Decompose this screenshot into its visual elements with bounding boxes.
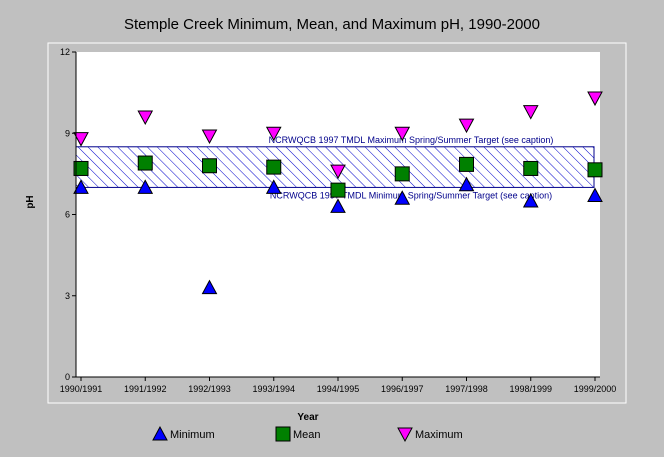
x-tick-label: 1994/1995 bbox=[317, 384, 360, 394]
chart-title: Stemple Creek Minimum, Mean, and Maximum… bbox=[124, 16, 540, 33]
minimum-point bbox=[522, 192, 539, 208]
maximum-legend-label: Maximum bbox=[415, 429, 463, 441]
marks-layer bbox=[73, 91, 603, 295]
maximum-point bbox=[587, 91, 603, 107]
legend: Minimum Mean Maximum bbox=[152, 425, 463, 443]
maximum-point bbox=[394, 126, 411, 142]
maximum-point bbox=[265, 126, 282, 142]
minimum-point bbox=[330, 198, 346, 213]
y-tick-label: 9 bbox=[65, 128, 70, 138]
mean-point bbox=[459, 156, 474, 172]
maximum-point bbox=[137, 110, 154, 126]
y-tick-label: 12 bbox=[60, 47, 70, 57]
maximum-point bbox=[522, 105, 539, 120]
x-tick-label: 1992/1993 bbox=[188, 384, 231, 394]
minimum-point bbox=[201, 279, 218, 295]
y-tick-label: 6 bbox=[65, 210, 70, 220]
x-tick-label: 1996/1997 bbox=[381, 384, 424, 394]
x-tick-label: 1991/1992 bbox=[124, 384, 167, 394]
mean-point bbox=[202, 158, 217, 174]
maximum-point bbox=[458, 118, 475, 134]
minimum-point bbox=[137, 179, 154, 194]
maximum-legend-marker bbox=[397, 427, 413, 443]
mean-point bbox=[330, 182, 346, 198]
minimum-point bbox=[265, 179, 282, 194]
x-tick-label: 1997/1998 bbox=[445, 384, 488, 394]
plot-area bbox=[76, 52, 600, 377]
minimum-point bbox=[394, 190, 411, 205]
x-tick-label: 1990/1991 bbox=[60, 384, 103, 394]
x-tick-label: 1999/2000 bbox=[574, 384, 617, 394]
y-axis-label: pH bbox=[25, 195, 36, 208]
minimum-legend-marker bbox=[152, 425, 168, 441]
maximum-point bbox=[330, 164, 346, 180]
target-min-label: NCRWQCB 1997 TMDL Minimum Spring/Summer … bbox=[270, 190, 552, 200]
mean-point bbox=[394, 166, 410, 182]
x-tick-label: 1998/1999 bbox=[509, 384, 552, 394]
mean-point bbox=[587, 162, 603, 178]
mean-point bbox=[137, 155, 153, 171]
maximum-point bbox=[201, 129, 218, 145]
minimum-point bbox=[73, 179, 89, 194]
mean-point bbox=[73, 160, 89, 176]
y-tick-label: 3 bbox=[65, 291, 70, 301]
mean-point bbox=[523, 160, 539, 176]
minimum-legend-label: Minimum bbox=[170, 429, 215, 441]
maximum-point bbox=[73, 132, 89, 147]
target-max-label: NCRWQCB 1997 TMDL Maximum Spring/Summer … bbox=[269, 135, 554, 145]
x-axis-label: Year bbox=[297, 412, 318, 423]
axis-layer: 0 3 6 9 12 1990/1991 1991/1992 1992/1993 1993/19… bbox=[60, 47, 617, 394]
minimum-point bbox=[458, 176, 475, 192]
y-tick-label: 0 bbox=[65, 372, 70, 382]
mean-legend-marker bbox=[275, 426, 291, 442]
mean-legend-label: Mean bbox=[293, 429, 321, 441]
minimum-point bbox=[587, 187, 603, 203]
x-tick-label: 1993/1994 bbox=[252, 384, 295, 394]
mean-point bbox=[266, 159, 282, 175]
